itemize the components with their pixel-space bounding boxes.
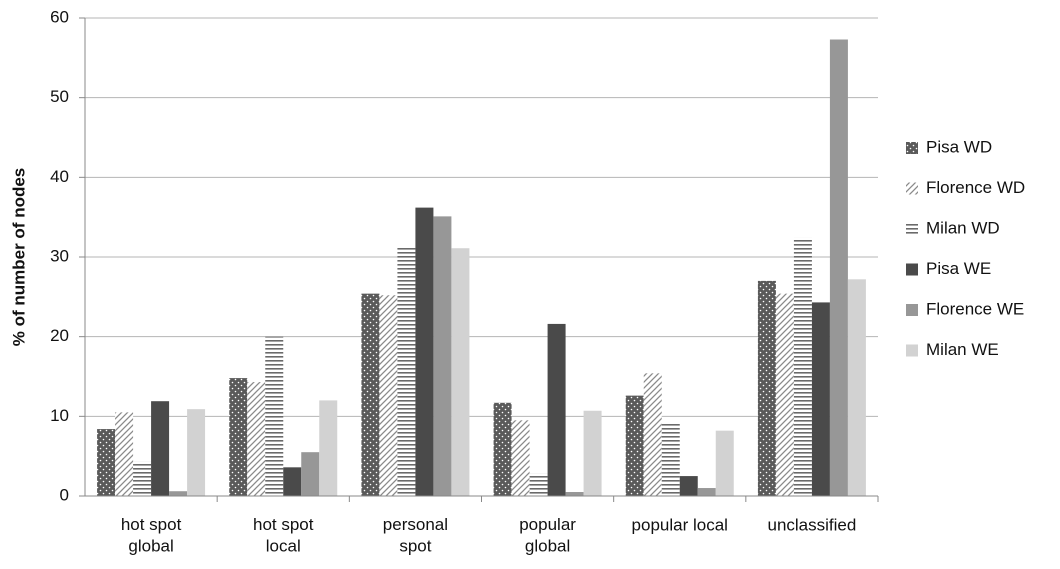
y-tick-label: 20: [50, 326, 69, 345]
legend-swatch: [906, 223, 918, 235]
bar: [829, 39, 848, 496]
legend-label: Florence WD: [926, 178, 1025, 197]
x-tick-label: popular global: [519, 515, 576, 555]
legend-label: Milan WE: [926, 340, 999, 359]
bar: [625, 395, 644, 496]
bar: [379, 295, 398, 496]
bar: [811, 302, 830, 496]
bar: [265, 336, 284, 496]
bar: [169, 491, 188, 496]
legend-label: Florence WE: [926, 299, 1024, 318]
legend-label: Pisa WD: [926, 137, 992, 156]
legend-swatch: [906, 142, 918, 154]
y-axis-label: % of number of nodes: [9, 168, 28, 347]
bar: [397, 246, 416, 496]
legend-label: Milan WD: [926, 218, 1000, 237]
x-tick-label: popular local: [632, 515, 728, 534]
bar: [433, 216, 452, 496]
y-tick-label: 10: [50, 406, 69, 425]
bar: [643, 373, 662, 496]
bar: [697, 488, 716, 496]
bar: [775, 293, 794, 496]
legend-label: Pisa WE: [926, 259, 991, 278]
bar: [133, 461, 152, 496]
bar: [565, 492, 584, 496]
bar: [247, 382, 266, 496]
legend-swatch: [906, 304, 918, 316]
bar: [187, 409, 206, 496]
bar: [415, 207, 434, 496]
legend-swatch: [906, 263, 918, 276]
bar: [361, 293, 380, 496]
x-tick-label: hot spot global: [121, 515, 182, 555]
bar: [583, 410, 602, 496]
bar: [115, 412, 134, 496]
x-tick-label: unclassified: [768, 515, 857, 534]
y-tick-label: 30: [50, 246, 69, 265]
legend-swatch: [906, 344, 918, 357]
x-tick-label: personal spot: [383, 515, 448, 555]
bar: [283, 467, 302, 496]
bar: [529, 473, 548, 496]
bar: [715, 430, 734, 496]
x-tick-label: hot spot local: [253, 515, 314, 555]
bar: [319, 400, 338, 496]
y-tick-label: 40: [50, 167, 69, 186]
bar: [679, 476, 698, 496]
bar: [547, 323, 566, 496]
bar: [451, 248, 470, 496]
y-tick-label: 0: [60, 485, 69, 504]
bar: [511, 420, 530, 496]
bar: [229, 378, 248, 496]
bar: [661, 422, 680, 496]
bar: [97, 429, 116, 496]
bar: [151, 401, 170, 496]
legend-swatch: [906, 182, 918, 195]
bar: [493, 402, 512, 496]
y-tick-label: 50: [50, 87, 69, 106]
bar: [757, 280, 776, 496]
bar: [793, 237, 812, 496]
bar: [301, 452, 320, 496]
y-tick-label: 60: [50, 7, 69, 26]
bar: [847, 279, 866, 496]
